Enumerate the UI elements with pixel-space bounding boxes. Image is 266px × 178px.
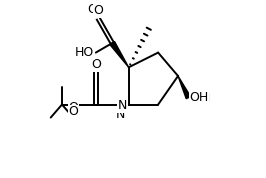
Text: O: O: [87, 3, 97, 16]
Text: OH: OH: [191, 92, 210, 105]
Text: N: N: [116, 108, 125, 121]
Text: O: O: [69, 101, 78, 114]
Text: O: O: [93, 4, 103, 17]
Polygon shape: [110, 41, 129, 67]
Polygon shape: [178, 76, 191, 99]
Text: O: O: [69, 105, 78, 118]
Text: O: O: [91, 58, 101, 71]
Text: HO: HO: [73, 46, 92, 59]
Text: HO: HO: [75, 46, 94, 59]
Text: O: O: [91, 58, 101, 71]
Text: N: N: [118, 99, 127, 112]
Text: OH: OH: [189, 91, 209, 104]
